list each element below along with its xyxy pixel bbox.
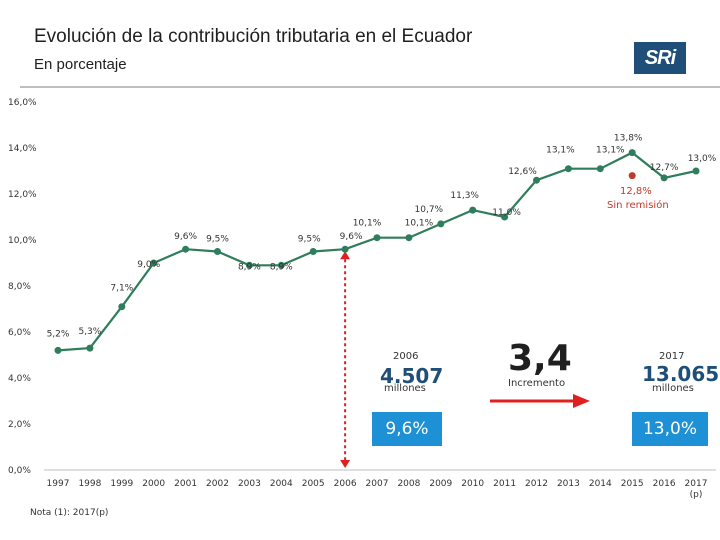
x-tick-label: 2015 <box>621 479 644 489</box>
x-tick-label: 1997 <box>47 479 70 489</box>
x-tick-label: 2002 <box>206 479 229 489</box>
x-tick-label: 2007 <box>366 479 389 489</box>
data-point <box>437 220 445 228</box>
data-point <box>469 206 477 214</box>
data-point <box>309 248 317 255</box>
x-tick-label: 2000 <box>142 479 165 489</box>
x-tick-label: 2003 <box>238 479 261 489</box>
annotation-2006-value: 4.507 <box>380 364 444 388</box>
badge-2006-percentage: 9,6% <box>372 412 442 446</box>
annotation-2006-year: 2006 <box>393 351 419 362</box>
data-point <box>341 245 349 253</box>
data-point <box>214 248 221 255</box>
data-label: 9,6% <box>340 232 363 242</box>
data-label: 10,7% <box>415 205 444 215</box>
sri-logo: SRi <box>634 42 686 74</box>
data-point <box>564 165 572 173</box>
data-label: 5,2% <box>47 329 70 339</box>
y-tick-label: 16,0% <box>8 98 37 108</box>
sin-remision-value: 12,8% <box>620 186 652 197</box>
x-tick-label: 1999 <box>110 479 133 489</box>
data-label: 9,0% <box>137 260 160 270</box>
data-point <box>660 174 668 182</box>
x-tick-label: 2011 <box>493 479 516 489</box>
y-tick-label: 14,0% <box>8 144 37 154</box>
data-point <box>628 149 636 157</box>
marker-arrow-up <box>340 251 351 260</box>
data-point <box>277 261 285 269</box>
y-tick-label: 10,0% <box>8 236 37 246</box>
data-point <box>373 234 381 242</box>
page-subtitle: En porcentaje <box>34 56 127 73</box>
sin-remision-label: Sin remisión <box>607 200 669 211</box>
x-tick-label: 2008 <box>397 479 420 489</box>
y-tick-label: 12,0% <box>8 190 37 200</box>
x-tick-label: 2004 <box>270 479 293 489</box>
x-tick-label: 2016 <box>653 479 676 489</box>
increase-label: Incremento <box>508 378 566 389</box>
data-point <box>533 176 540 184</box>
data-label: 7,1% <box>110 284 133 294</box>
data-point <box>596 165 604 173</box>
y-tick-label: 8,0% <box>8 282 31 292</box>
x-tick-label: 2005 <box>302 479 325 489</box>
y-tick-label: 2,0% <box>8 420 31 430</box>
y-tick-label: 4,0% <box>8 374 31 384</box>
x-tick-label: 1998 <box>78 479 101 489</box>
data-label: 8,9% <box>238 262 261 272</box>
data-label: 12,7% <box>650 163 679 173</box>
data-label: 9,6% <box>174 232 197 242</box>
data-label: 13,1% <box>596 146 625 156</box>
data-point <box>54 346 62 354</box>
data-label: 8,9% <box>270 262 293 272</box>
marker-arrow-down <box>340 460 351 468</box>
data-label: 11,3% <box>450 191 479 201</box>
x-tick-label: 2013 <box>557 479 580 489</box>
data-label: 13,8% <box>614 134 643 144</box>
series-line <box>57 151 697 352</box>
x-tick-label: 2017 (p) <box>685 479 708 500</box>
x-tick-label: 2010 <box>461 479 484 489</box>
annotation-2017-year: 2017 <box>659 351 685 362</box>
y-tick-label: 0,0% <box>8 466 31 476</box>
data-label: 12,6% <box>508 167 537 177</box>
data-point <box>86 344 94 352</box>
increase-arrow-head <box>573 394 590 408</box>
x-tick-label: 2014 <box>589 479 612 489</box>
x-tick-label: 2006 <box>334 479 357 489</box>
data-label: 10,1% <box>353 219 382 229</box>
increase-value: 3,4 <box>508 338 572 379</box>
data-point <box>245 261 253 269</box>
y-tick-label: 6,0% <box>8 328 31 338</box>
annotation-2006-unit: millones <box>384 383 426 394</box>
data-point <box>182 245 190 253</box>
title-divider <box>20 86 720 88</box>
data-label: 13,1% <box>546 146 575 156</box>
data-point <box>150 259 158 267</box>
footnote: Nota (1): 2017(p) <box>30 508 109 518</box>
x-tick-label: 2012 <box>525 479 548 489</box>
x-tick-label: 2009 <box>429 479 452 489</box>
data-label: 9,5% <box>298 235 321 245</box>
badge-2017-percentage: 13,0% <box>632 412 708 446</box>
data-label: 5,3% <box>78 327 101 337</box>
annotation-2017-unit: millones <box>652 383 694 394</box>
data-point <box>118 303 126 311</box>
data-label: 10,1% <box>405 219 434 229</box>
data-point <box>405 234 413 242</box>
data-label: 9,5% <box>206 235 229 245</box>
x-tick-label: 2001 <box>174 479 197 489</box>
data-label: 11,0% <box>492 208 521 218</box>
page-title: Evolución de la contribución tributaria … <box>34 26 473 47</box>
annotation-2017-value: 13.065 <box>642 362 720 386</box>
data-label: 13,0% <box>688 154 717 164</box>
data-point <box>501 213 509 221</box>
data-point <box>692 167 700 175</box>
sin-remision-point <box>628 172 636 180</box>
